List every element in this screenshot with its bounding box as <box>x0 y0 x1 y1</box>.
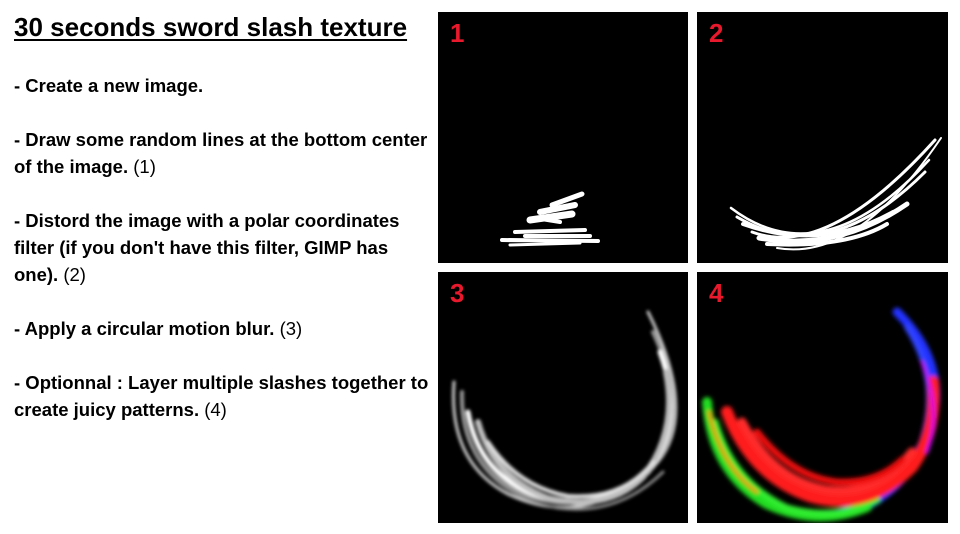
step-5: - Optionnal : Layer multiple slashes tog… <box>14 369 434 423</box>
polar-slash-image <box>729 137 942 251</box>
step-3: - Distord the image with a polar coordin… <box>14 207 434 288</box>
step-2-text: - Draw some random lines at the bottom c… <box>14 129 428 177</box>
step-5-text: - Optionnal : Layer multiple slashes tog… <box>14 372 429 420</box>
step-4-ref: (3) <box>279 318 303 339</box>
panel-3-motion-blur: 3 <box>438 272 688 523</box>
panel-1-number: 1 <box>450 18 465 48</box>
step-3-text: - Distord the image with a polar coordin… <box>14 210 400 285</box>
step-1: - Create a new image. <box>14 72 434 99</box>
layered-slashes-image <box>702 307 940 522</box>
step-3-ref: (2) <box>63 264 86 285</box>
instructions-list: - Create a new image. - Draw some random… <box>14 72 434 450</box>
blurred-slash-image <box>451 310 678 511</box>
panel-2-polar-coordinates: 2 <box>697 12 948 263</box>
panel-4-layered-slashes: 4 <box>697 272 948 523</box>
step-4: - Apply a circular motion blur. (3) <box>14 315 434 342</box>
random-lines-image <box>500 191 600 247</box>
panel-1-random-lines: 1 <box>438 12 688 263</box>
panel-3-number: 3 <box>450 278 465 308</box>
panel-2-number: 2 <box>709 18 724 48</box>
step-2-ref: (1) <box>133 156 156 177</box>
step-1-text: - Create a new image. <box>14 75 204 96</box>
step-4-text: - Apply a circular motion blur. <box>14 318 275 339</box>
panel-4-number: 4 <box>709 278 724 308</box>
page-title: 30 seconds sword slash texture <box>14 12 408 42</box>
step-2: - Draw some random lines at the bottom c… <box>14 126 434 180</box>
step-5-ref: (4) <box>204 399 227 420</box>
